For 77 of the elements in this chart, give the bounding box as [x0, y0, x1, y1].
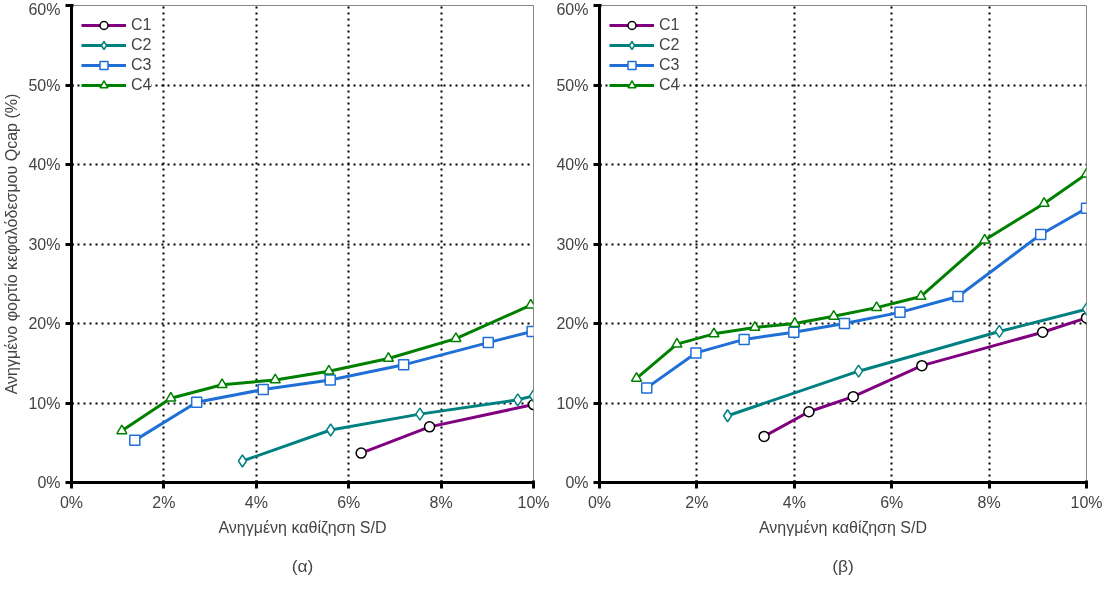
- y-tick-label: 40%: [556, 156, 589, 173]
- x-tick-label: 8%: [429, 493, 453, 511]
- point: [216, 378, 228, 389]
- point: [708, 327, 720, 338]
- legend-label: C2: [659, 36, 680, 54]
- point: [323, 364, 335, 375]
- point: [382, 351, 395, 363]
- x-axis-title: Ανηγμένη καθίζηση S/D: [758, 518, 928, 537]
- x-tick-label: 0%: [59, 493, 84, 511]
- x-tick-label: 0%: [587, 493, 612, 511]
- point: [952, 290, 964, 303]
- y-tick-label: 50%: [556, 76, 589, 94]
- point: [853, 364, 864, 378]
- x-tick-label: 4%: [782, 493, 806, 511]
- x-axis-title: Ανηγμένη καθίζηση S/D: [218, 518, 387, 537]
- y-tick-label: 20%: [28, 315, 61, 332]
- legend-label: C2: [131, 36, 152, 54]
- point: [738, 333, 750, 346]
- point: [415, 407, 425, 421]
- point: [324, 374, 336, 386]
- y-tick-label: 40%: [28, 156, 61, 173]
- point: [165, 391, 177, 402]
- point: [237, 454, 248, 468]
- point: [482, 336, 494, 349]
- legend-label: C4: [131, 76, 152, 94]
- legend-label: C3: [659, 56, 680, 74]
- y-tick-label: 30%: [28, 235, 61, 253]
- point: [129, 434, 141, 447]
- x-tick-label: 8%: [977, 493, 1001, 511]
- point: [870, 301, 883, 312]
- point: [630, 371, 643, 382]
- x-tick-label: 4%: [244, 493, 268, 511]
- x-tick-label: 6%: [880, 493, 904, 511]
- x-tick-label: 10%: [1070, 493, 1103, 511]
- legend-label: C4: [659, 76, 680, 94]
- point: [513, 393, 523, 407]
- point: [671, 337, 683, 348]
- point: [789, 316, 801, 328]
- y-tick-label: 60%: [28, 0, 61, 18]
- point: [269, 373, 281, 384]
- x-tick-label: 6%: [337, 493, 361, 511]
- point: [828, 309, 840, 320]
- legend-label: C1: [659, 16, 680, 34]
- point: [1038, 196, 1050, 208]
- x-tick-label: 2%: [685, 493, 709, 511]
- text: (β): [832, 555, 854, 576]
- point: [450, 332, 462, 343]
- legend-label: C1: [131, 16, 152, 34]
- x-tick-label: 10%: [517, 493, 550, 511]
- y-tick-label: 20%: [556, 315, 589, 332]
- y-tick-label: 10%: [556, 394, 589, 412]
- x-tick-label: 2%: [152, 493, 176, 511]
- text: (α): [291, 555, 314, 576]
- point: [894, 306, 906, 319]
- point: [640, 382, 653, 394]
- y-tick-label: 0%: [37, 474, 61, 491]
- y-axis-title: Ανηγμένο φορτίο κεφαλόδεσμου Qcap (%): [3, 93, 21, 395]
- point: [116, 424, 128, 435]
- point: [994, 324, 1005, 339]
- point: [1034, 228, 1047, 241]
- point: [190, 396, 203, 408]
- point: [690, 347, 702, 359]
- point: [325, 423, 336, 437]
- y-tick-label: 50%: [28, 76, 61, 94]
- legend-label: C3: [131, 56, 152, 74]
- point: [838, 317, 851, 330]
- point: [397, 359, 410, 371]
- point: [257, 383, 269, 396]
- point: [722, 408, 733, 423]
- point: [749, 320, 761, 332]
- point: [978, 233, 991, 244]
- point: [915, 289, 927, 301]
- y-tick-label: 60%: [556, 0, 589, 18]
- y-tick-label: 10%: [28, 394, 61, 412]
- point: [788, 326, 800, 338]
- y-tick-label: 0%: [565, 474, 589, 491]
- y-tick-label: 30%: [556, 235, 589, 253]
